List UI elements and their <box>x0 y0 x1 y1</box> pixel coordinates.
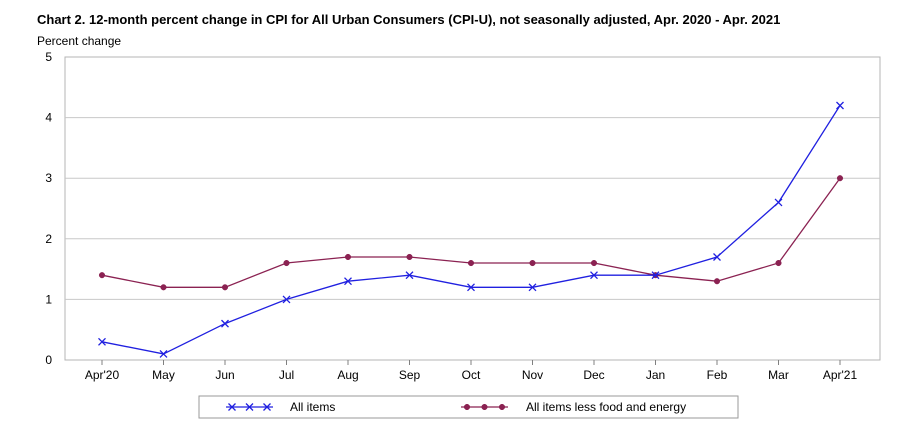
legend-label: All items less food and energy <box>526 400 686 414</box>
x-tick-label: Jul <box>279 368 294 382</box>
data-point <box>467 259 475 267</box>
x-axis-ticks: Apr'20 May Jun Jul Aug Sep Oct Nov Dec Jan Feb Mar A… <box>85 360 858 382</box>
data-point <box>775 259 782 267</box>
x-tick-label: Apr'20 <box>85 368 120 382</box>
y-axis-ticks: 0 1 2 3 4 5 <box>45 50 52 367</box>
data-point <box>283 259 290 267</box>
legend-label: All items <box>290 400 335 414</box>
y-tick-label: 2 <box>45 232 52 246</box>
data-point <box>344 253 352 261</box>
legend: All items All items less food and energy <box>198 395 739 419</box>
data-point <box>590 259 598 267</box>
legend-items: All items All items less food and energy <box>226 400 686 414</box>
chart-title: Chart 2. 12-month percent change in CPI … <box>37 12 780 27</box>
legend-item: All items less food and energy <box>461 400 686 414</box>
legend-marker <box>245 403 254 411</box>
series-core <box>98 175 844 291</box>
x-tick-label: Aug <box>337 368 358 382</box>
x-tick-label: Dec <box>583 368 604 382</box>
data-point <box>405 271 414 280</box>
legend-marker <box>481 403 488 411</box>
data-point <box>713 253 721 261</box>
data-point <box>774 198 783 207</box>
x-tick-label: Oct <box>462 368 481 382</box>
y-tick-label: 5 <box>45 50 52 64</box>
data-point <box>221 319 229 328</box>
y-axis-label: Percent change <box>37 34 121 48</box>
data-point <box>344 277 352 286</box>
data-point <box>836 101 844 110</box>
data-point <box>159 349 168 358</box>
data-point <box>98 337 106 346</box>
legend-marker <box>498 403 506 411</box>
plot-area <box>64 56 881 361</box>
x-tick-label: Jun <box>215 368 234 382</box>
data-point <box>529 259 536 267</box>
legend-marker <box>263 403 271 411</box>
x-tick-label: Mar <box>768 368 789 382</box>
y-tick-label: 1 <box>45 292 52 306</box>
x-tick-label: Sep <box>399 368 421 382</box>
x-tick-label: May <box>152 368 175 382</box>
x-tick-label: Feb <box>707 368 728 382</box>
data-point <box>406 253 413 261</box>
grid-lines <box>65 117 880 300</box>
data-point <box>467 283 475 292</box>
legend-marker <box>463 403 471 411</box>
data-point <box>221 284 229 291</box>
y-tick-label: 4 <box>45 111 52 125</box>
data-point <box>836 175 844 182</box>
y-tick-label: 3 <box>45 171 52 185</box>
legend-marker <box>228 403 236 411</box>
x-tick-label: Nov <box>522 368 543 382</box>
data-point <box>98 272 106 279</box>
data-point <box>590 271 598 280</box>
data-point <box>713 278 721 285</box>
x-tick-label: Jan <box>646 368 665 382</box>
data-point <box>528 283 537 292</box>
series-all-items <box>98 101 844 358</box>
y-tick-label: 0 <box>45 353 52 367</box>
data-point <box>282 295 291 304</box>
x-tick-label: Apr'21 <box>823 368 858 382</box>
series-layer <box>98 101 844 358</box>
data-point <box>160 284 167 291</box>
data-point <box>651 271 660 280</box>
legend-item: All items <box>226 400 335 414</box>
